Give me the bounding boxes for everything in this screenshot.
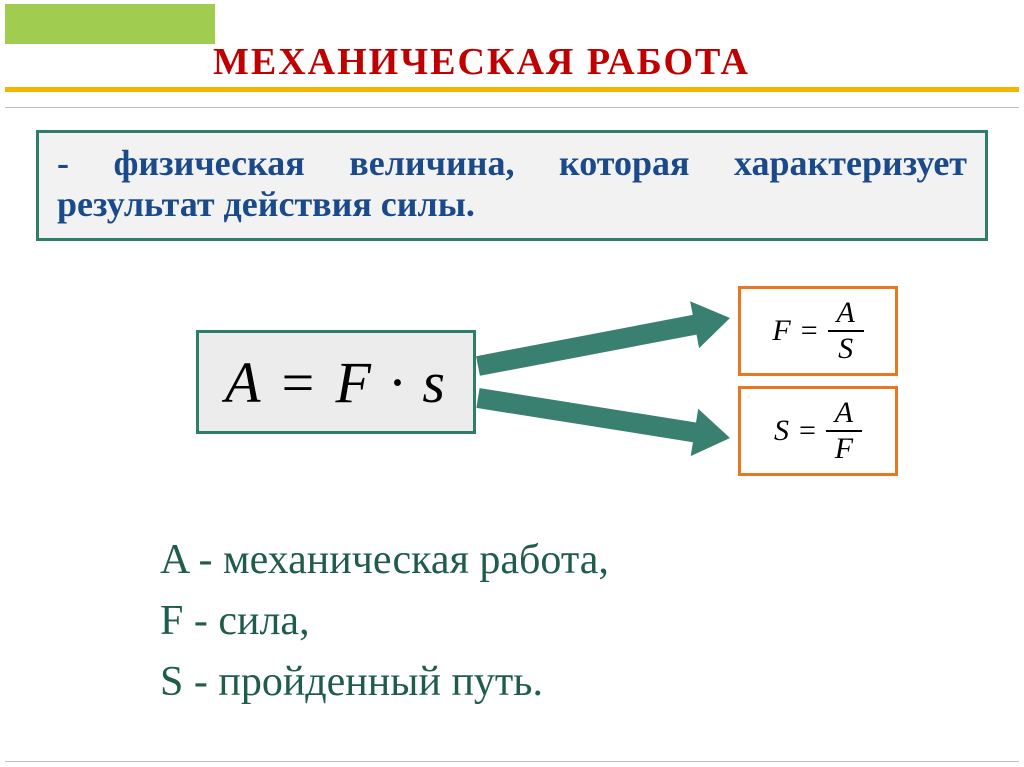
definition-text: - физическая величина, которая характери… xyxy=(57,143,967,226)
title-bar: МЕХАНИЧЕСКАЯ РАБОТА xyxy=(5,36,1019,92)
derived-F-num: A xyxy=(836,298,854,330)
fraction: A S xyxy=(828,298,864,364)
derived-F: F = A S xyxy=(772,298,863,364)
derived-S-den: F xyxy=(835,432,853,464)
derived-formulas: F = A S S = A F xyxy=(738,286,898,486)
derived-S-lhs: S xyxy=(774,414,789,448)
equals-sign: = xyxy=(801,314,818,348)
derived-F-box: F = A S xyxy=(738,286,898,376)
legend-F: F - сила, xyxy=(160,591,609,652)
rule-bottom xyxy=(5,761,1019,762)
legend: A - механическая работа, F - сила, S - п… xyxy=(160,530,609,713)
fraction: A F xyxy=(826,398,862,464)
main-formula-box: A = F · s xyxy=(196,330,476,434)
derived-S-num: A xyxy=(835,398,853,430)
equals-sign: = xyxy=(799,414,816,448)
derived-S: S = A F xyxy=(774,398,862,464)
definition-box: - физическая величина, которая характери… xyxy=(36,130,988,241)
rule-top xyxy=(5,107,1019,108)
derived-S-box: S = A F xyxy=(738,386,898,476)
legend-A: A - механическая работа, xyxy=(160,530,609,591)
legend-S: S - пройденный путь. xyxy=(160,652,609,713)
formula-area: A = F · s F = A S S = A F xyxy=(0,286,1024,486)
page-title: МЕХАНИЧЕСКАЯ РАБОТА xyxy=(213,40,750,84)
main-formula: A = F · s xyxy=(225,349,447,416)
derived-F-lhs: F xyxy=(772,314,790,348)
derived-F-den: S xyxy=(838,332,853,364)
